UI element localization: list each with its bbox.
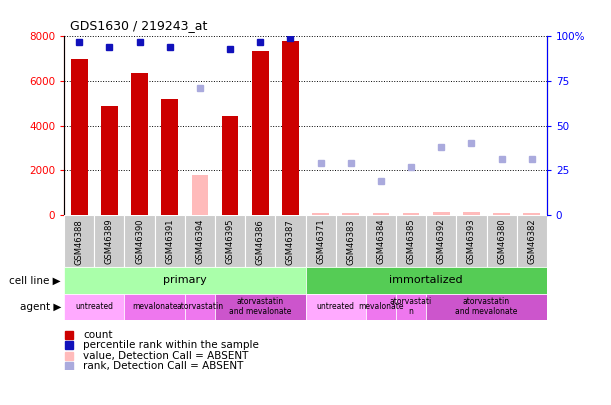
Text: immortalized: immortalized xyxy=(389,275,463,286)
Bar xyxy=(306,294,366,320)
Text: atorvastatin
and mevalonate: atorvastatin and mevalonate xyxy=(229,297,291,316)
Bar xyxy=(335,215,366,267)
Bar xyxy=(71,59,87,215)
Bar xyxy=(125,294,185,320)
Bar xyxy=(396,294,426,320)
Bar xyxy=(125,215,155,267)
Text: GSM46380: GSM46380 xyxy=(497,219,506,264)
Bar xyxy=(517,215,547,267)
Bar xyxy=(222,115,238,215)
Text: mevalonate: mevalonate xyxy=(358,302,404,311)
Text: GSM46383: GSM46383 xyxy=(346,219,355,264)
Bar xyxy=(64,267,306,294)
Bar xyxy=(312,213,329,215)
Bar xyxy=(155,215,185,267)
Text: untreated: untreated xyxy=(316,302,354,311)
Bar xyxy=(433,212,450,215)
Text: GSM46388: GSM46388 xyxy=(75,219,84,264)
Text: GSM46392: GSM46392 xyxy=(437,219,446,264)
Bar xyxy=(215,294,306,320)
Bar xyxy=(426,294,547,320)
Bar xyxy=(161,99,178,215)
Text: percentile rank within the sample: percentile rank within the sample xyxy=(84,341,259,350)
Text: untreated: untreated xyxy=(75,302,113,311)
Bar xyxy=(131,73,148,215)
Bar xyxy=(306,267,547,294)
Bar xyxy=(185,215,215,267)
Text: GSM46393: GSM46393 xyxy=(467,219,476,264)
Bar xyxy=(373,213,389,215)
Text: cell line ▶: cell line ▶ xyxy=(10,275,61,286)
Text: GSM46371: GSM46371 xyxy=(316,219,325,264)
Bar xyxy=(252,51,269,215)
Text: atorvastatin
and mevalonate: atorvastatin and mevalonate xyxy=(455,297,518,316)
Bar xyxy=(403,213,419,215)
Bar xyxy=(366,294,396,320)
Bar xyxy=(426,215,456,267)
Bar xyxy=(306,215,335,267)
Text: count: count xyxy=(84,330,113,340)
Text: GSM46385: GSM46385 xyxy=(406,219,415,264)
Text: rank, Detection Call = ABSENT: rank, Detection Call = ABSENT xyxy=(84,361,244,371)
Text: GSM46390: GSM46390 xyxy=(135,219,144,264)
Text: GSM46391: GSM46391 xyxy=(165,219,174,264)
Bar xyxy=(396,215,426,267)
Text: atorvastatin: atorvastatin xyxy=(177,302,224,311)
Bar xyxy=(245,215,276,267)
Bar xyxy=(282,41,299,215)
Text: GSM46394: GSM46394 xyxy=(196,219,205,264)
Bar xyxy=(463,212,480,215)
Text: GSM46395: GSM46395 xyxy=(225,219,235,264)
Text: atorvastati
n: atorvastati n xyxy=(390,297,432,316)
Text: mevalonate: mevalonate xyxy=(132,302,177,311)
Bar xyxy=(64,215,94,267)
Text: primary: primary xyxy=(163,275,207,286)
Text: GSM46389: GSM46389 xyxy=(105,219,114,264)
Bar xyxy=(342,213,359,215)
Text: GSM46387: GSM46387 xyxy=(286,219,295,264)
Text: agent ▶: agent ▶ xyxy=(20,302,61,312)
Bar xyxy=(215,215,245,267)
Bar xyxy=(486,215,517,267)
Text: GSM46386: GSM46386 xyxy=(256,219,265,264)
Bar xyxy=(94,215,125,267)
Text: GSM46384: GSM46384 xyxy=(376,219,386,264)
Bar xyxy=(524,213,540,215)
Bar xyxy=(64,294,125,320)
Text: GDS1630 / 219243_at: GDS1630 / 219243_at xyxy=(70,19,208,32)
Bar xyxy=(456,215,486,267)
Bar xyxy=(366,215,396,267)
Bar xyxy=(185,294,215,320)
Bar xyxy=(493,213,510,215)
Text: GSM46382: GSM46382 xyxy=(527,219,536,264)
Bar xyxy=(276,215,306,267)
Bar xyxy=(101,106,118,215)
Text: value, Detection Call = ABSENT: value, Detection Call = ABSENT xyxy=(84,351,249,360)
Bar xyxy=(192,175,208,215)
